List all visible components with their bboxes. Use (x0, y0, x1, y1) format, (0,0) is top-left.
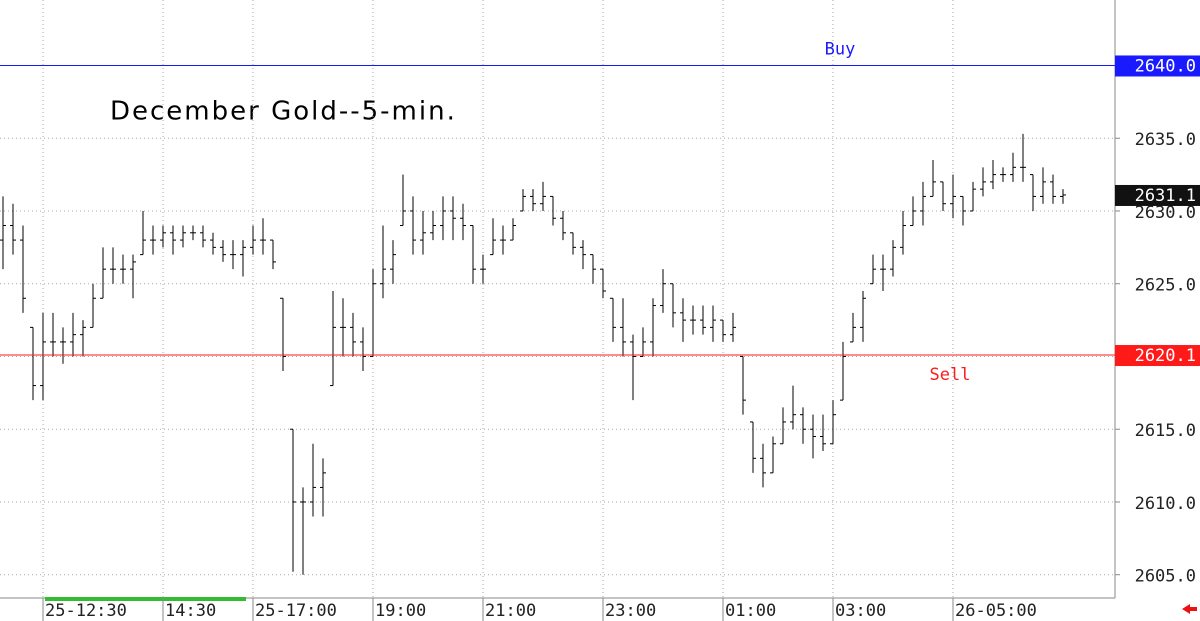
x-tick-label: 21:00 (485, 601, 536, 621)
scroll-arrow (1182, 604, 1197, 614)
x-tick-label: 14:30 (165, 601, 216, 621)
level-name: Buy (825, 39, 856, 59)
session-highlight (45, 597, 246, 601)
price-tag-label: 2640.0 (1135, 56, 1196, 76)
x-tick-label: 19:00 (375, 601, 426, 621)
y-tick-label: 2630.0 (1135, 203, 1196, 223)
price-tag-label: 2631.1 (1135, 186, 1196, 206)
y-tick-label: 2635.0 (1135, 130, 1196, 150)
y-tick-label: 2610.0 (1135, 494, 1196, 514)
level-name: Sell (930, 365, 971, 385)
price-tag (1115, 55, 1200, 77)
price-tag (1115, 184, 1200, 206)
y-tick-label: 2605.0 (1135, 567, 1196, 587)
chart-title: December Gold--5-min. (110, 97, 457, 127)
x-tick-label: 25-12:30 (45, 601, 127, 621)
price-tag-label: 2620.1 (1135, 346, 1196, 366)
x-tick-label: 25-17:00 (255, 601, 337, 621)
y-tick-label: 2625.0 (1135, 276, 1196, 296)
x-tick-label: 03:00 (835, 601, 886, 621)
y-tick-label: 2615.0 (1135, 421, 1196, 441)
price-tag (1115, 345, 1200, 367)
x-tick-label: 23:00 (605, 601, 656, 621)
x-tick-label: 01:00 (725, 601, 776, 621)
x-tick-label: 26-05:00 (955, 601, 1037, 621)
